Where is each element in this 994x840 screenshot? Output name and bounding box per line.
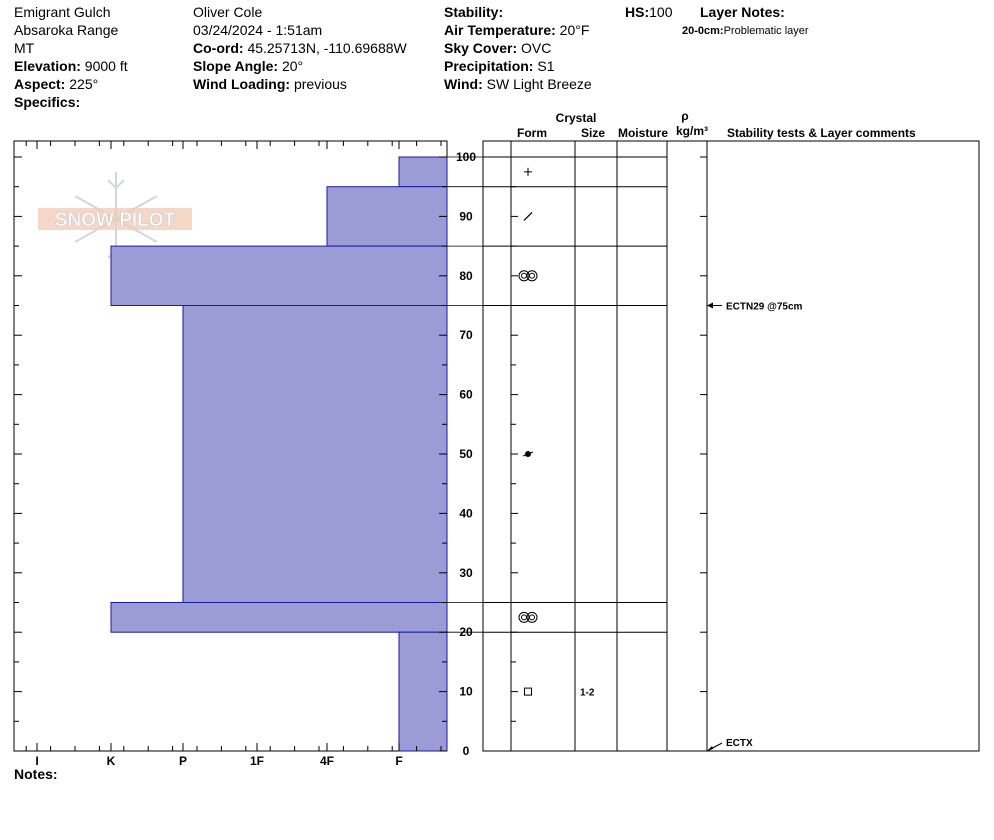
- air-temp-value: 20°F: [559, 22, 590, 38]
- slope-label: Slope Angle:: [193, 58, 279, 74]
- coord-value: 45.25713N, -110.69688W: [247, 40, 407, 56]
- wind-label: Wind:: [444, 76, 483, 92]
- sky-label: Sky Cover:: [444, 40, 518, 56]
- wind-loading-label: Wind Loading:: [193, 76, 291, 92]
- aspect-row: Aspect: 225°: [14, 75, 128, 93]
- hardness-label-I: I: [35, 754, 38, 768]
- weather-block: Stability: Air Temperature: 20°F Sky Cov…: [444, 3, 592, 93]
- coord-row: Co-ord: 45.25713N, -110.69688W: [193, 39, 407, 57]
- crystal-size-5: 1-2: [580, 688, 595, 699]
- depth-label-60: 60: [459, 388, 473, 402]
- aspect-value: 225°: [69, 76, 99, 92]
- sky-row: Sky Cover: OVC: [444, 39, 592, 57]
- crystal-header: Crystal: [556, 111, 597, 125]
- hardness-bar-2: [110, 245, 448, 307]
- layer-note-text: Problematic layer: [723, 25, 809, 37]
- crystal-form-plus-icon: [524, 167, 532, 176]
- density-unit-header: kg/m³: [676, 124, 708, 138]
- depth-label-0: 0: [463, 744, 470, 758]
- layer-notes-label: Layer Notes:: [700, 4, 785, 20]
- observer-block: Oliver Cole 03/24/2024 - 1:51am Co-ord: …: [193, 3, 407, 93]
- hardness-bar-1: [326, 186, 448, 247]
- aspect-label: Aspect:: [14, 76, 66, 92]
- stability-row: Stability:: [444, 3, 592, 21]
- state: MT: [14, 40, 35, 56]
- crystal-form-slash-icon: [523, 211, 533, 221]
- rho-header: ρ: [681, 109, 688, 123]
- air-temp-row: Air Temperature: 20°F: [444, 21, 592, 39]
- elevation-value: 9000 ft: [84, 58, 128, 74]
- air-temp-label: Air Temperature:: [444, 22, 556, 38]
- logo-banner: [38, 208, 192, 230]
- layer-boundaries: [447, 156, 667, 633]
- sky-value: OVC: [521, 40, 552, 56]
- depth-label-70: 70: [459, 328, 473, 342]
- form-header: Form: [517, 126, 547, 140]
- layer-notes-title: Layer Notes:: [700, 3, 785, 21]
- depth-label-40: 40: [459, 506, 473, 520]
- hardness-bars: [110, 156, 448, 752]
- wind-loading-value: previous: [293, 76, 347, 92]
- stability-test-label-0: ECTN29 @75cm: [726, 302, 803, 313]
- hardness-label-1F: 1F: [250, 754, 264, 768]
- specifics-row: Specifics:: [14, 93, 128, 111]
- crystal-form-dot-icon: [522, 451, 534, 457]
- depth-label-50: 50: [459, 447, 473, 461]
- layer-table-frame: [482, 140, 980, 752]
- location-name: Emigrant Gulch: [14, 4, 111, 20]
- wind-value: SW Light Breeze: [486, 76, 592, 92]
- coord-label: Co-ord:: [193, 40, 244, 56]
- hardness-label-K: K: [107, 754, 116, 768]
- depth-label-10: 10: [459, 685, 473, 699]
- hardness-label-F: F: [395, 754, 402, 768]
- elevation-label: Elevation:: [14, 58, 81, 74]
- slope-row: Slope Angle: 20°: [193, 57, 407, 75]
- hardness-bar-4: [110, 602, 448, 633]
- size-header: Size: [581, 126, 605, 140]
- stability-header: Stability tests & Layer comments: [727, 126, 916, 140]
- layer-note: 20-0cm:Problematic layer: [682, 22, 809, 40]
- notes-label: Notes:: [14, 766, 58, 782]
- observer-name: Oliver Cole: [193, 4, 263, 20]
- slope-value: 20°: [281, 58, 304, 74]
- mountain-range: Absaroka Range: [14, 22, 119, 38]
- stability-tests: ECTN29 @75cm ECTX: [706, 302, 803, 752]
- hs-label: HS:: [625, 4, 650, 20]
- layer-note-range: 20-0cm:: [682, 25, 724, 37]
- moisture-header: Moisture: [618, 126, 668, 140]
- hardness-axis: I K P 1F 4F F: [25, 141, 442, 768]
- logo-text: SNOW PILOT: [55, 210, 176, 231]
- precip-value: S1: [537, 58, 555, 74]
- depth-label-80: 80: [459, 269, 473, 283]
- elevation-row: Elevation: 9000 ft: [14, 57, 128, 75]
- depth-label-30: 30: [459, 566, 473, 580]
- hardness-bar-3: [182, 305, 448, 603]
- specifics-label: Specifics:: [14, 94, 81, 110]
- observation-datetime: 03/24/2024 - 1:51am: [193, 22, 323, 38]
- crystal-form-double-circle-icon: [518, 270, 538, 282]
- hardness-label-4F: 4F: [320, 754, 334, 768]
- depth-label-90: 90: [459, 209, 473, 223]
- crystal-form-square-icon: [524, 687, 532, 696]
- wind-row: Wind: SW Light Breeze: [444, 75, 592, 93]
- stability-test-label-1: ECTX: [726, 738, 753, 749]
- hardness-label-P: P: [179, 754, 187, 768]
- hs-value: 100: [649, 4, 673, 20]
- arrow-icon: [707, 302, 713, 309]
- crystal-form-double-circle-icon: [518, 611, 538, 623]
- notes-row: Notes:: [14, 765, 58, 783]
- crystal-forms: 1-2: [518, 167, 595, 699]
- wind-loading-row: Wind Loading: previous: [193, 75, 407, 93]
- location-block: Emigrant Gulch Absaroka Range MT Elevati…: [14, 3, 128, 111]
- arrow-icon: [707, 746, 713, 751]
- precip-row: Precipitation: S1: [444, 57, 592, 75]
- precip-label: Precipitation:: [444, 58, 534, 74]
- hs-row: HS:100: [625, 3, 672, 21]
- hardness-bar-0: [398, 156, 448, 188]
- stability-label: Stability:: [444, 4, 504, 20]
